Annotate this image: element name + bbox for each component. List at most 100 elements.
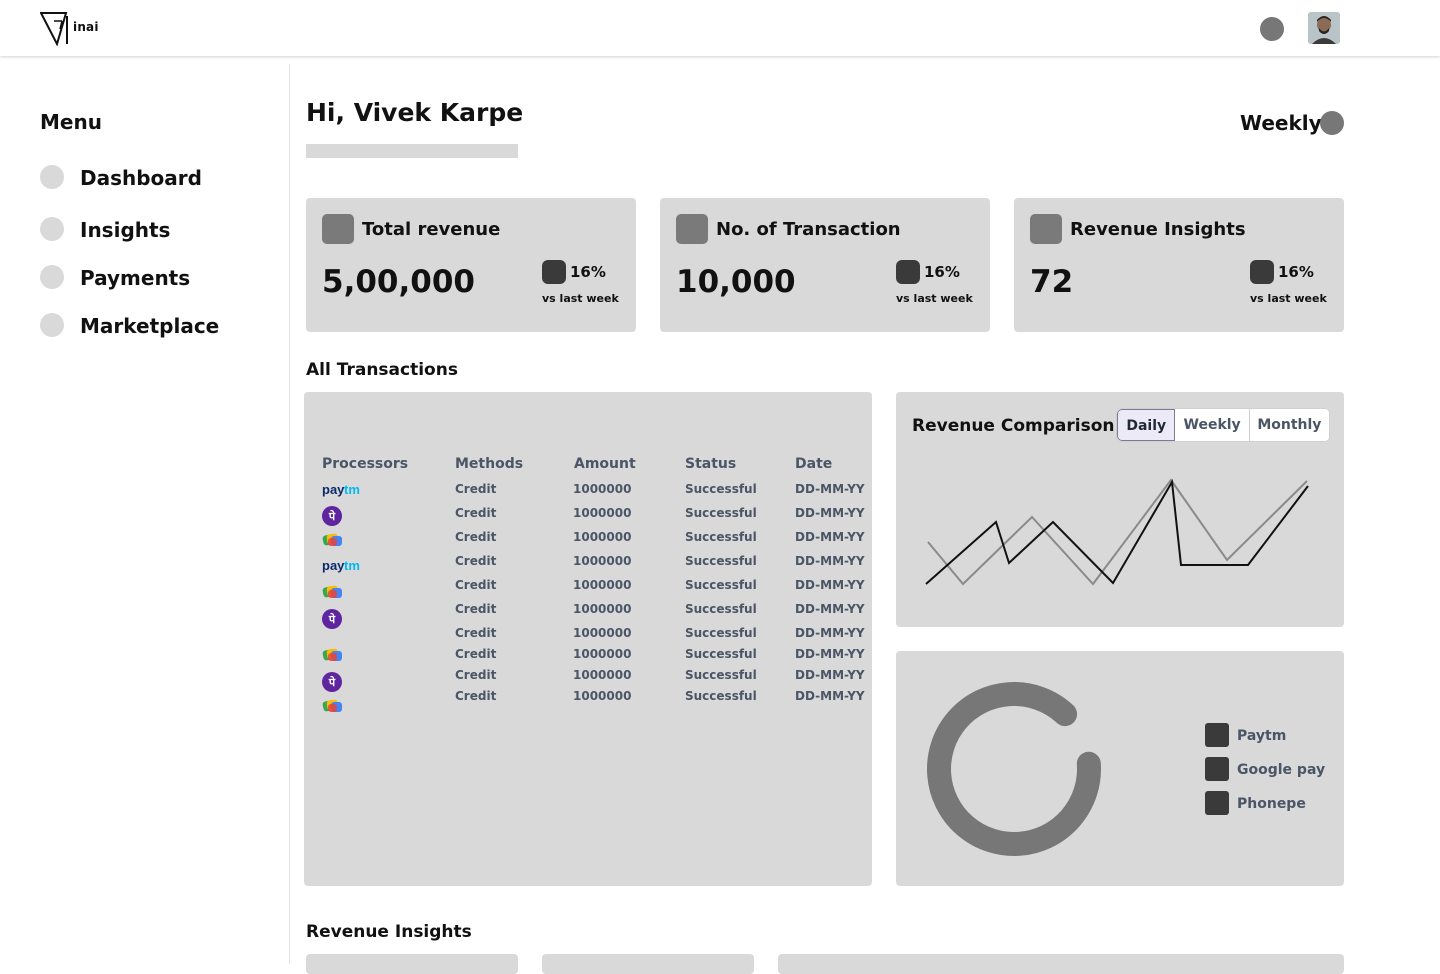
cell-amount: 1000000 [573, 554, 632, 568]
svg-text:पे: पे [328, 509, 336, 523]
stat-card-revenue-insights[interactable]: Revenue Insights 72 16% vs last week [1014, 198, 1344, 332]
cell-amount: 1000000 [573, 647, 632, 661]
cell-status: Successful [685, 689, 757, 703]
svg-text:pay: pay [322, 558, 345, 573]
transactions-title: All Transactions [306, 360, 458, 380]
insight-card[interactable] [306, 954, 518, 974]
cell-date: DD-MM-YY [795, 689, 865, 703]
column-header-amount[interactable]: Amount [574, 456, 636, 472]
cell-date: DD-MM-YY [795, 647, 865, 661]
cell-method: Credit [455, 647, 497, 661]
cell-status: Successful [685, 554, 757, 568]
phonepe-icon: पे [322, 609, 342, 633]
user-avatar-icon [1308, 12, 1340, 44]
sidebar-item-label: Payments [80, 266, 191, 290]
page-title: Hi, Vivek Karpe [306, 98, 524, 127]
cell-date: DD-MM-YY [795, 602, 865, 616]
stat-card-transactions[interactable]: No. of Transaction 10,000 16% vs last we… [660, 198, 990, 332]
cell-method: Credit [455, 668, 497, 682]
column-header-methods[interactable]: Methods [455, 456, 524, 472]
cell-amount: 1000000 [573, 506, 632, 520]
cell-method: Credit [455, 554, 497, 568]
column-header-processors[interactable]: Processors [322, 456, 409, 472]
sidebar-item-label: Marketplace [80, 314, 220, 338]
stat-value: 72 [1030, 264, 1074, 300]
revenue-icon [322, 214, 354, 244]
googlepay-icon [322, 647, 344, 667]
revenue-comparison-title: Revenue Comparison [912, 416, 1115, 436]
cell-date: DD-MM-YY [795, 626, 865, 640]
insight-card[interactable] [778, 954, 1344, 974]
googlepay-icon [322, 584, 344, 604]
cell-status: Successful [685, 602, 757, 616]
payment-share-donut-chart [927, 682, 1101, 856]
cell-amount: 1000000 [573, 602, 632, 616]
svg-text:tm: tm [344, 558, 360, 573]
revenue-line-chart [925, 478, 1309, 586]
tab-weekly[interactable]: Weekly [1175, 409, 1250, 441]
donut-panel [896, 651, 1344, 886]
stat-title: No. of Transaction [716, 219, 901, 240]
paytm-icon: pay tm [322, 482, 362, 502]
avatar[interactable] [1308, 12, 1340, 44]
sidebar-item-dashboard[interactable]: Dashboard [40, 165, 260, 195]
insights-icon [1030, 214, 1062, 244]
cell-date: DD-MM-YY [795, 554, 865, 568]
googlepay-icon [322, 698, 344, 718]
notification-icon[interactable] [1260, 17, 1284, 41]
transactions-panel [304, 392, 872, 886]
cell-date: DD-MM-YY [795, 668, 865, 682]
cell-method: Credit [455, 530, 497, 544]
column-header-status[interactable]: Status [685, 456, 737, 472]
svg-text:tm: tm [344, 482, 360, 497]
cell-method: Credit [455, 689, 497, 703]
cell-status: Successful [685, 668, 757, 682]
insight-card[interactable] [542, 954, 754, 974]
cell-date: DD-MM-YY [795, 506, 865, 520]
cell-method: Credit [455, 626, 497, 640]
cell-status: Successful [685, 530, 757, 544]
legend-swatch-paytm [1205, 723, 1229, 747]
cell-method: Credit [455, 482, 497, 496]
cell-status: Successful [685, 647, 757, 661]
sidebar-item-marketplace[interactable]: Marketplace [40, 313, 260, 343]
legend-swatch-phonepe [1205, 791, 1229, 815]
stat-card-total-revenue[interactable]: Total revenue 5,00,000 16% vs last week [306, 198, 636, 332]
trend-icon [542, 260, 566, 284]
transaction-icon [676, 214, 708, 244]
cell-status: Successful [685, 506, 757, 520]
trend-icon [1250, 260, 1274, 284]
legend-label-googlepay: Google pay [1237, 762, 1326, 778]
sidebar-item-label: Dashboard [80, 166, 202, 190]
trend-icon [896, 260, 920, 284]
stat-value: 10,000 [676, 264, 796, 300]
insights-dot-icon [40, 217, 64, 241]
cell-date: DD-MM-YY [795, 482, 865, 496]
inai-logo-icon[interactable] [40, 12, 100, 46]
sidebar-item-insights[interactable]: Insights [40, 217, 260, 247]
paytm-icon: pay tm [322, 558, 362, 578]
stat-comparison: vs last week [1250, 292, 1327, 305]
payments-dot-icon [40, 265, 64, 289]
column-header-date[interactable]: Date [795, 456, 833, 472]
stat-change: 16% [570, 263, 606, 281]
svg-text:pay: pay [322, 482, 345, 497]
svg-text:पे: पे [328, 675, 336, 689]
stat-change: 16% [924, 263, 960, 281]
stat-title: Total revenue [362, 219, 501, 240]
legend-label-phonepe: Phonepe [1237, 796, 1306, 812]
cell-status: Successful [685, 626, 757, 640]
cell-method: Credit [455, 578, 497, 592]
chart-series-line-gray [927, 478, 1308, 586]
period-selector-label[interactable]: Weekly [1240, 111, 1322, 135]
stat-comparison: vs last week [896, 292, 973, 305]
period-dropdown-icon[interactable] [1320, 111, 1344, 135]
stat-value: 5,00,000 [322, 264, 475, 300]
top-bar: inai [0, 0, 1440, 56]
stat-change: 16% [1278, 263, 1314, 281]
greeting-placeholder-bar [306, 144, 518, 158]
tab-monthly[interactable]: Monthly [1257, 417, 1322, 433]
tab-daily[interactable]: Daily [1117, 409, 1176, 441]
sidebar-item-payments[interactable]: Payments [40, 265, 260, 295]
phonepe-icon: पे [322, 672, 342, 696]
